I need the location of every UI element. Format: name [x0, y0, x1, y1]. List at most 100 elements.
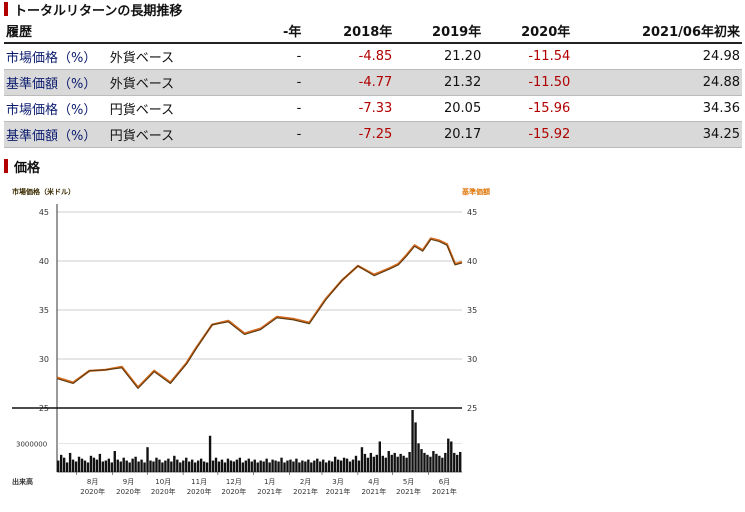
volume-bar: [182, 460, 185, 472]
volume-bar: [116, 459, 119, 472]
return-cell: -: [230, 121, 304, 148]
volume-bar: [301, 460, 304, 472]
volume-bar: [137, 461, 140, 472]
return-cell: -11.54: [483, 43, 573, 70]
volume-bar: [280, 457, 283, 472]
volume-bar: [74, 461, 78, 472]
volume-bar: [432, 451, 435, 472]
x-tick-label-year: 2021年: [432, 487, 457, 496]
volume-bar: [155, 457, 158, 472]
volume-bar: [345, 458, 349, 472]
volume-bar: [59, 454, 63, 472]
volume-bar: [271, 459, 274, 472]
volume-bar: [65, 462, 69, 472]
volume-bar: [188, 461, 191, 472]
row-currency-basis: 外貨ベース: [107, 43, 231, 70]
y-tick-label-right: 25: [467, 404, 477, 413]
volume-bar: [92, 457, 96, 472]
volume-bar: [298, 462, 301, 472]
table-row: 市場価格（%） 円貨ベース - -7.33 20.05 -15.96 34.36: [4, 95, 742, 122]
volume-bar: [202, 461, 206, 472]
volume-bar: [149, 460, 152, 472]
volume-bar: [211, 460, 215, 472]
volume-bar: [193, 462, 197, 472]
volume-bar: [330, 461, 334, 472]
y-tick-label-right: 45: [467, 208, 477, 217]
header-2019: 2019年: [394, 18, 484, 44]
header-ytd: 2021/06年初来: [572, 18, 742, 44]
x-tick-label-month: 12月: [226, 478, 242, 486]
volume-bar: [283, 462, 286, 472]
x-tick-label-month: 5月: [403, 478, 414, 486]
volume-bar: [101, 461, 105, 472]
volume-bar: [164, 460, 167, 472]
row-currency-basis: 円貨ベース: [107, 95, 231, 122]
row-currency-basis: 円貨ベース: [107, 121, 231, 148]
return-cell: -15.92: [483, 121, 573, 148]
volume-bar: [256, 462, 259, 472]
row-currency-basis: 外貨ベース: [107, 69, 231, 96]
volume-bar: [286, 460, 289, 472]
volume-bar: [351, 459, 355, 472]
volume-bar: [381, 455, 384, 472]
y-tick-label-left: 30: [39, 355, 49, 364]
volume-label: 出来高: [12, 477, 33, 486]
x-tick-label-year: 2020年: [151, 487, 176, 496]
header-history: 履歴: [4, 18, 108, 44]
header-2018: 2018年: [303, 18, 395, 44]
x-tick-label-year: 2021年: [326, 487, 351, 496]
volume-bar: [289, 459, 292, 472]
return-cell: -7.25: [303, 121, 395, 148]
volume-bar: [277, 461, 280, 472]
volume-bar: [348, 461, 352, 472]
x-tick-label-year: 2020年: [80, 487, 105, 496]
volume-bar: [396, 456, 399, 472]
volume-bar: [57, 460, 60, 472]
return-cell: 34.25: [572, 121, 742, 148]
volume-bar: [199, 458, 203, 472]
volume-bar: [274, 460, 277, 472]
volume-bar: [241, 462, 245, 472]
volume-bar: [86, 462, 90, 472]
volume-bar: [453, 452, 456, 472]
return-cell: 34.36: [572, 95, 742, 122]
volume-bar: [405, 457, 408, 472]
volume-bar: [366, 457, 370, 472]
x-tick-label-year: 2021年: [293, 487, 318, 496]
y-tick-label-left: 35: [39, 306, 49, 315]
row-label[interactable]: 基準価額（%）: [4, 69, 108, 96]
volume-bar: [83, 460, 87, 472]
volume-bar: [173, 455, 176, 472]
volume-bar: [438, 455, 441, 472]
x-tick-label-year: 2021年: [396, 487, 421, 496]
volume-bar: [342, 457, 346, 472]
row-label[interactable]: 市場価格（%）: [4, 43, 108, 70]
volume-bar: [262, 461, 265, 472]
volume-bar: [390, 454, 393, 472]
volume-bar: [229, 460, 233, 472]
volume-bar: [167, 458, 170, 472]
volume-bar: [411, 410, 414, 472]
volume-bar: [402, 455, 405, 472]
volume-bar: [185, 457, 188, 472]
price-section-header: 価格: [4, 157, 40, 176]
y-tick-label-right: 35: [467, 306, 477, 315]
volume-bar: [295, 458, 298, 472]
volume-bar: [196, 460, 200, 472]
volume-bar: [152, 461, 155, 472]
legend-nav: 基準価額: [461, 187, 490, 196]
x-tick-label-year: 2021年: [361, 487, 386, 496]
volume-bar: [170, 461, 173, 472]
row-label[interactable]: 市場価格（%）: [4, 95, 108, 122]
x-tick-label-year: 2021年: [257, 487, 282, 496]
volume-bar: [369, 452, 373, 472]
volume-bar: [399, 453, 402, 472]
volume-bar: [444, 452, 447, 472]
return-cell: -4.77: [303, 69, 395, 96]
volume-bar: [122, 457, 125, 472]
section-accent-bar: [4, 159, 8, 173]
header-year: -年: [230, 18, 304, 44]
volume-bar: [423, 452, 426, 472]
price-chart: 市場価格（米ドル）基準価額252530303535404045453000000…: [12, 187, 490, 496]
row-label[interactable]: 基準価額（%）: [4, 121, 108, 148]
